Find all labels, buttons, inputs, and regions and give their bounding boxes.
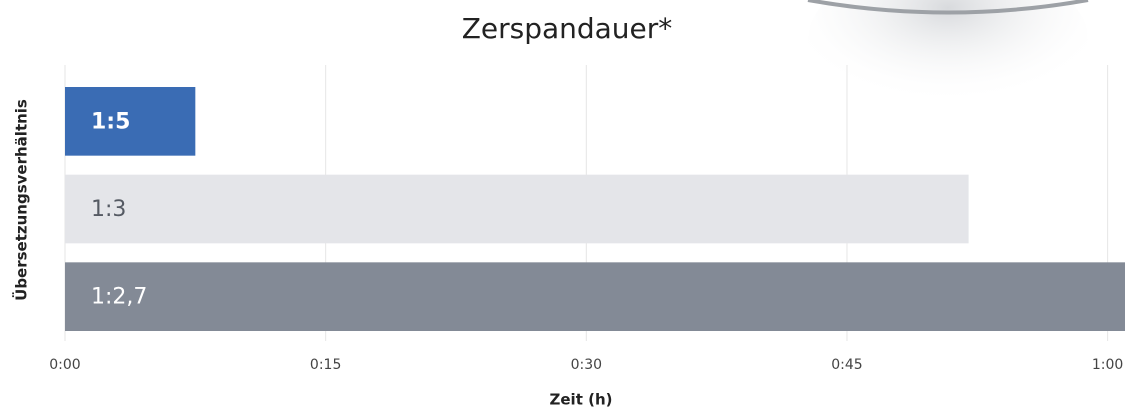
x-tick-label: 0:00 xyxy=(49,357,80,373)
y-axis-label: Übersetzungsverhältnis xyxy=(12,99,31,301)
x-axis-label: Zeit (h) xyxy=(550,391,613,409)
category-label: 1:2,7 xyxy=(91,285,147,310)
chart-title: Zerspandauer* xyxy=(462,12,673,45)
bar xyxy=(65,262,1125,331)
category-label: 1:3 xyxy=(91,197,126,222)
x-tick-label: 1:00 xyxy=(1092,357,1123,373)
background-decoration xyxy=(808,0,1088,120)
x-tick-label: 0:15 xyxy=(310,357,341,373)
chart: Zerspandauer* Zeit (h) Übersetzungsverhä… xyxy=(0,0,1133,414)
x-tick-label: 0:30 xyxy=(571,357,602,373)
category-label: 1:5 xyxy=(91,109,130,134)
bar xyxy=(65,175,969,244)
x-tick-label: 0:45 xyxy=(831,357,862,373)
